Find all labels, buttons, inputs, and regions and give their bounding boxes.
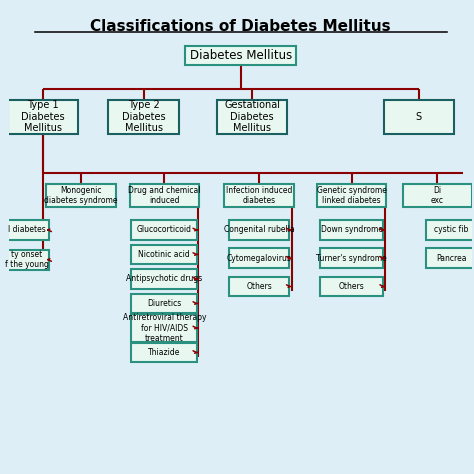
Text: Nicotinic acid: Nicotinic acid — [138, 250, 190, 259]
FancyBboxPatch shape — [320, 220, 383, 240]
FancyBboxPatch shape — [317, 184, 386, 207]
Text: Genetic syndrome
linked diabetes: Genetic syndrome linked diabetes — [317, 186, 387, 205]
FancyBboxPatch shape — [109, 100, 179, 134]
FancyBboxPatch shape — [8, 100, 78, 134]
FancyBboxPatch shape — [229, 220, 289, 240]
FancyBboxPatch shape — [131, 269, 197, 289]
FancyBboxPatch shape — [320, 248, 383, 268]
Text: Turner's syndrome: Turner's syndrome — [316, 254, 387, 263]
Text: Pancrea: Pancrea — [436, 254, 466, 263]
Text: Cytomegalovirus: Cytomegalovirus — [227, 254, 292, 263]
FancyBboxPatch shape — [229, 277, 289, 296]
FancyBboxPatch shape — [185, 46, 296, 65]
FancyBboxPatch shape — [383, 100, 454, 134]
Text: Drug and chemical
induced: Drug and chemical induced — [128, 186, 201, 205]
Text: S: S — [416, 112, 422, 122]
FancyBboxPatch shape — [131, 245, 197, 264]
FancyBboxPatch shape — [320, 277, 383, 296]
Text: Type 1
Diabetes
Mellitus: Type 1 Diabetes Mellitus — [21, 100, 64, 134]
FancyBboxPatch shape — [229, 248, 289, 268]
FancyBboxPatch shape — [131, 314, 197, 342]
FancyBboxPatch shape — [131, 220, 197, 240]
Text: Gestational
Diabetes
Mellitus: Gestational Diabetes Mellitus — [224, 100, 280, 134]
Text: l diabetes: l diabetes — [8, 226, 46, 235]
Text: Diuretics: Diuretics — [147, 299, 182, 308]
Text: Others: Others — [339, 282, 365, 291]
Text: Infection induced
diabetes: Infection induced diabetes — [226, 186, 292, 205]
Text: Thiazide: Thiazide — [148, 348, 181, 357]
FancyBboxPatch shape — [217, 100, 287, 134]
FancyBboxPatch shape — [402, 184, 472, 207]
FancyBboxPatch shape — [130, 184, 199, 207]
Text: Type 2
Diabetes
Mellitus: Type 2 Diabetes Mellitus — [122, 100, 165, 134]
Text: Di
exc: Di exc — [431, 186, 444, 205]
Text: Classifications of Diabetes Mellitus: Classifications of Diabetes Mellitus — [91, 19, 391, 34]
FancyBboxPatch shape — [131, 293, 197, 313]
Text: ty onset
f the young: ty onset f the young — [5, 250, 49, 269]
Text: Glucocorticoid: Glucocorticoid — [137, 226, 192, 235]
FancyBboxPatch shape — [5, 250, 49, 270]
Text: Congenital rubella: Congenital rubella — [224, 226, 294, 235]
FancyBboxPatch shape — [225, 184, 294, 207]
Text: Monogenic
diabetes syndrome: Monogenic diabetes syndrome — [44, 186, 118, 205]
Text: Diabetes Mellitus: Diabetes Mellitus — [190, 49, 292, 62]
Text: Others: Others — [246, 282, 272, 291]
FancyBboxPatch shape — [5, 220, 49, 240]
FancyBboxPatch shape — [131, 343, 197, 362]
Text: Down syndrome: Down syndrome — [321, 226, 383, 235]
FancyBboxPatch shape — [426, 220, 474, 240]
Text: Antiretroviral therapy
for HIV/AIDS
treatment: Antiretroviral therapy for HIV/AIDS trea… — [123, 313, 206, 343]
Text: cystic fib: cystic fib — [434, 226, 468, 235]
FancyBboxPatch shape — [426, 248, 474, 268]
Text: Antipsychotic drugs: Antipsychotic drugs — [126, 274, 202, 283]
FancyBboxPatch shape — [46, 184, 116, 207]
